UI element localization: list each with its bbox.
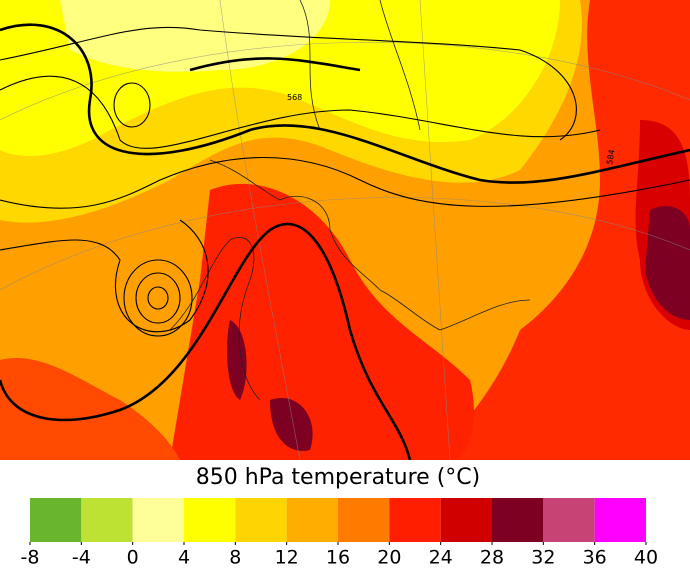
contour-label: 568: [287, 93, 302, 102]
colorbar-title: 850 hPa temperature (°C): [196, 465, 481, 490]
colorbar-tick-label: 24: [429, 547, 453, 569]
colorbar-bin: [30, 498, 82, 542]
contour: [113, 82, 151, 128]
extreme-region: [645, 206, 690, 320]
colorbar-bin: [132, 498, 184, 542]
colorbar-tick-label: 28: [480, 547, 504, 569]
colorbar-bin: [81, 498, 133, 542]
graticule: [419, 0, 451, 461]
colorbar-tick-label: 36: [583, 547, 607, 569]
colorbar-bin: [594, 498, 646, 542]
extreme-region: [227, 320, 247, 400]
contour: [0, 157, 690, 209]
hot-region: [0, 358, 180, 460]
colorbar-tick-label: -8: [21, 547, 40, 569]
hot-region: [170, 183, 474, 460]
colorbar-bin: [286, 498, 338, 542]
contour: [147, 286, 169, 310]
colorbar-tick-label: 40: [634, 547, 658, 569]
contour: [189, 57, 361, 72]
extreme-region: [270, 398, 313, 451]
colorbar-bin: [389, 498, 441, 542]
contour: [135, 272, 181, 324]
colorbar-bin: [184, 498, 236, 542]
colorbar-tick-label: 32: [531, 547, 555, 569]
colorbar-tick-label: 8: [229, 547, 241, 569]
colorbar-tick-label: 16: [326, 547, 350, 569]
colorbar-tick-label: -4: [72, 547, 91, 569]
colorbar-bin: [235, 498, 287, 542]
colorbar-tick-label: 0: [127, 547, 139, 569]
colorbar: -8 -4 0 4 8 12 16 20 24 28 32 36 40: [21, 498, 658, 569]
hot-region: [430, 0, 690, 460]
colorbar-tick-label: 4: [178, 547, 190, 569]
colorbar-tick-label: 12: [275, 547, 299, 569]
colorbar-bin: [338, 498, 390, 542]
colorbar-bin: [440, 498, 492, 542]
contour: [0, 23, 690, 184]
contour: [123, 259, 193, 337]
contour-label: 584: [605, 149, 617, 166]
contour: [0, 26, 577, 141]
map: 568 584: [0, 0, 690, 461]
graticule: [0, 197, 690, 291]
colorbar-bin: [543, 498, 595, 542]
cool-region: [60, 0, 330, 72]
contour: [0, 75, 601, 149]
contour: [0, 222, 412, 461]
colorbar-bin: [492, 498, 544, 542]
colorbar-tick-label: 20: [377, 547, 401, 569]
